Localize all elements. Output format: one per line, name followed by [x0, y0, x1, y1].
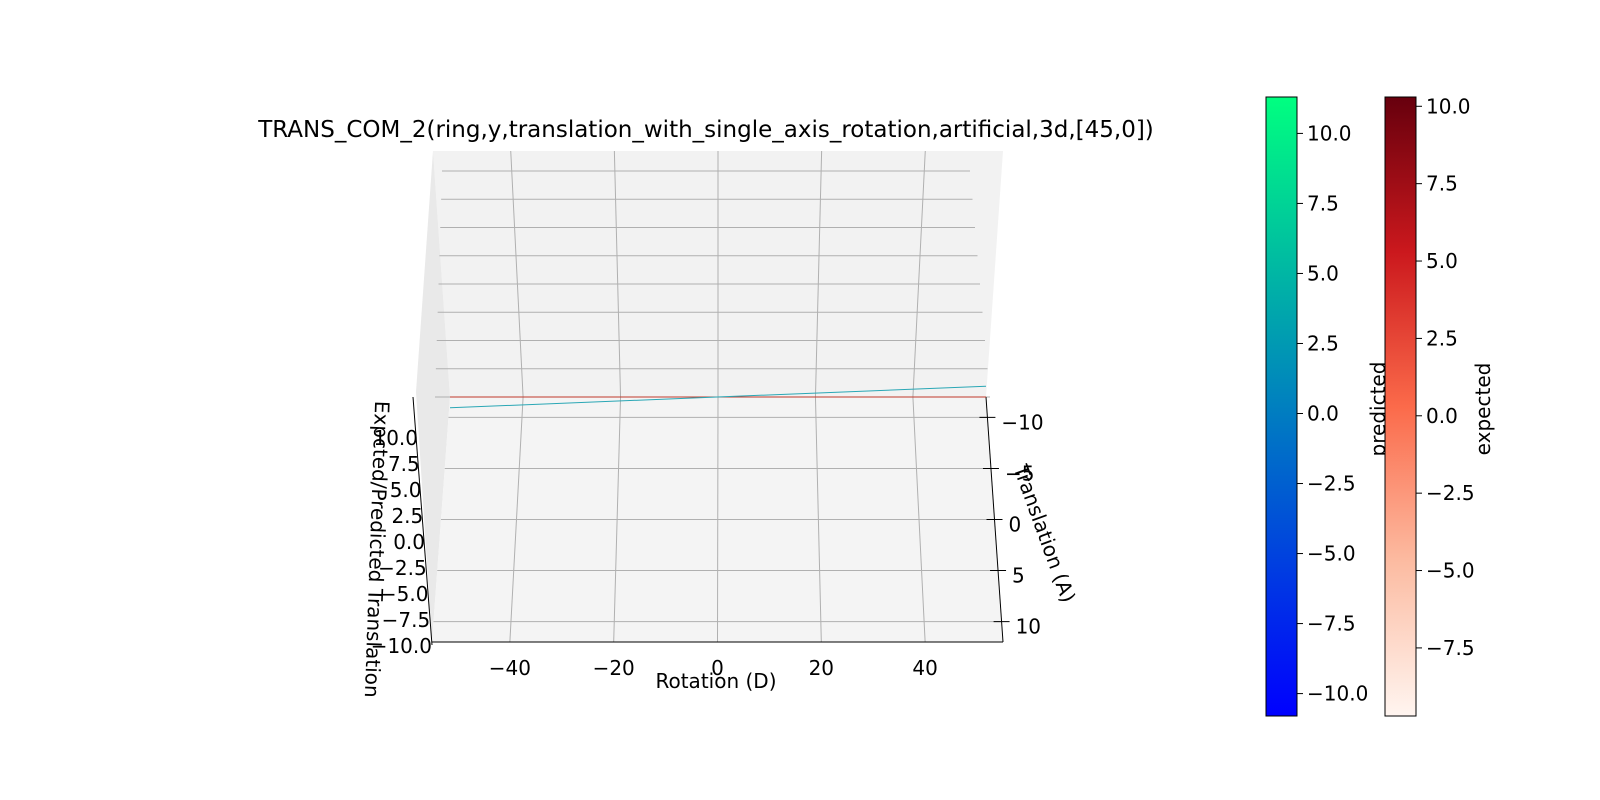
colorbar-tick-label: −7.5: [1307, 612, 1356, 636]
x-tick-label: 40: [912, 656, 937, 680]
y-tick-label: −5: [1005, 461, 1034, 485]
y-tick-label: 10: [1016, 615, 1041, 639]
colorbar-tick-label: −2.5: [1426, 481, 1475, 505]
z-tick-label: −5.0: [380, 582, 429, 606]
grid-lines: [433, 150, 1002, 643]
colorbar-predicted: [1265, 96, 1298, 717]
y-tick-label: 5: [1012, 564, 1025, 588]
z-tick-label: 0.0: [393, 530, 425, 554]
z-tick-label: 2.5: [391, 504, 423, 528]
colorbar-tick-label: 5.0: [1307, 261, 1339, 285]
colorbar-tick-label: 7.5: [1307, 191, 1339, 215]
colorbar-tick-label: 10.0: [1426, 94, 1471, 118]
colorbar-tick-label: 0.0: [1426, 404, 1458, 428]
z-tick-label: −7.5: [382, 608, 431, 632]
x-tick-label: 20: [809, 656, 834, 680]
colorbars: 10.07.55.02.50.0−2.5−5.0−7.5−10.0predict…: [1265, 94, 1495, 717]
chart-title: TRANS_COM_2(ring,y,translation_with_sing…: [257, 117, 1154, 143]
x-gridline-wall: [912, 150, 926, 398]
colorbar-tick-label: 7.5: [1426, 172, 1458, 196]
colorbar-tick-label: −5.0: [1307, 542, 1356, 566]
z-tick-label: 10.0: [373, 426, 418, 450]
x-tick-label: −20: [593, 656, 635, 680]
colorbar-tick-label: −5.0: [1426, 559, 1475, 583]
colorbar-tick-label: 5.0: [1426, 249, 1458, 273]
x-tick-label: −40: [489, 656, 531, 680]
colorbar-label: expected: [1471, 363, 1495, 456]
colorbar-tick-label: 2.5: [1307, 331, 1339, 355]
x-axis-label: Rotation (D): [655, 669, 776, 693]
left-pane: [416, 151, 450, 642]
colorbar-tick-label: 0.0: [1307, 402, 1339, 426]
x-tick-label: 0: [711, 656, 724, 680]
colorbar-tick-label: −10.0: [1307, 682, 1368, 706]
z-tick-label: 7.5: [388, 452, 420, 476]
x-gridline-wall: [613, 150, 622, 398]
colorbar-tick-label: −2.5: [1307, 472, 1356, 496]
colorbar-tick-label: 10.0: [1307, 121, 1352, 145]
tick-labels: −40 −20 0 20 40 −10 −5 0 5 10 10.07.55.02.50.0−2.5…: [371, 410, 1044, 680]
z-tick-label: 5.0: [390, 478, 422, 502]
y-tick-label: 0: [1009, 513, 1022, 537]
colorbar-tick-label: −7.5: [1426, 636, 1475, 660]
x-gridline-wall: [814, 150, 823, 398]
colorbar-tick-label: 2.5: [1426, 326, 1458, 350]
data-lines: [449, 385, 987, 409]
y-tick-label: −10: [1001, 410, 1043, 434]
x-gridline-wall: [510, 150, 524, 398]
z-tick-label: −10.0: [371, 634, 432, 658]
z-axis-line: [412, 396, 433, 646]
z-tick-label: −2.5: [378, 556, 427, 580]
series-line-predicted: [449, 385, 987, 409]
colorbar-expected: [1384, 96, 1417, 717]
